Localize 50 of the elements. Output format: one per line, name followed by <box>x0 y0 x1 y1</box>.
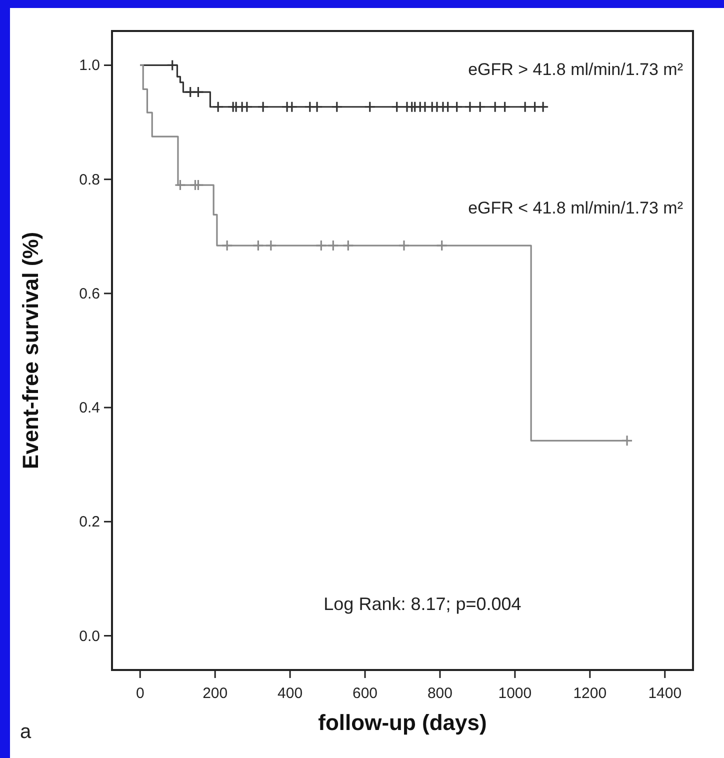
point <box>252 240 264 252</box>
point <box>331 101 343 113</box>
series-label: eGFR > 41.8 ml/min/1.73 m² <box>468 60 684 79</box>
point <box>537 101 549 113</box>
point <box>451 101 463 113</box>
point <box>192 179 204 191</box>
point <box>221 240 233 252</box>
x-tick-label: 200 <box>202 685 228 702</box>
text: a <box>20 721 32 743</box>
y-axis-title: Event-free survival (%) <box>18 232 43 470</box>
point <box>621 434 633 446</box>
x-axis-title: follow-up (days) <box>318 710 487 735</box>
point <box>286 101 298 113</box>
y-tick-label: 0.6 <box>79 285 100 302</box>
x-tick-label: 0 <box>136 685 144 702</box>
point <box>529 101 541 113</box>
point <box>464 101 476 113</box>
point <box>257 101 269 113</box>
x-tick-label: 1200 <box>573 685 607 702</box>
series-label: eGFR < 41.8 ml/min/1.73 m² <box>468 198 684 218</box>
point <box>327 240 339 252</box>
point <box>436 240 448 252</box>
point <box>166 59 178 72</box>
y-tick-label: 0.8 <box>79 171 100 188</box>
x-tick-label: 800 <box>427 685 452 702</box>
x-tick-label: 1400 <box>648 685 682 702</box>
y-tick-label: 1.0 <box>79 57 100 74</box>
point <box>364 101 376 113</box>
point <box>174 179 186 191</box>
y-tick-label: 0.0 <box>79 628 100 645</box>
point <box>391 101 403 113</box>
point <box>192 86 204 98</box>
x-tick-label: 600 <box>352 685 378 702</box>
annotation: Log Rank: 8.17; p=0.004 <box>324 594 522 614</box>
point <box>315 240 327 252</box>
y-tick-label: 0.4 <box>79 400 100 417</box>
point <box>474 101 486 113</box>
y-tick-label: 0.2 <box>79 514 100 531</box>
point <box>311 101 323 113</box>
point <box>212 101 224 113</box>
point <box>442 101 454 113</box>
point <box>265 240 277 252</box>
point <box>489 101 501 113</box>
point <box>499 101 511 113</box>
point <box>342 240 354 252</box>
point <box>241 101 253 113</box>
x-tick-label: 1000 <box>498 685 532 702</box>
point <box>398 240 410 252</box>
point <box>519 101 531 113</box>
x-tick-label: 400 <box>278 685 303 702</box>
